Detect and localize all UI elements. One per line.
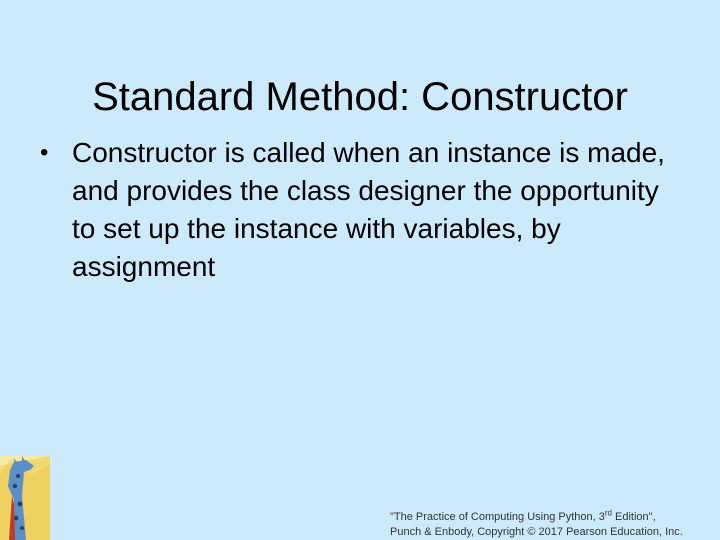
bullet-text: Constructor is called when an instance i…: [72, 137, 665, 282]
footer-line-2: Punch & Enbody, Copyright © 2017 Pearson…: [390, 526, 683, 538]
giraffe-logo-icon: [0, 456, 50, 540]
bullet-marker: •: [40, 139, 49, 166]
footer-copyright: "The Practice of Computing Using Python,…: [390, 508, 715, 540]
footer-line-1: "The Practice of Computing Using Python,…: [390, 508, 715, 525]
footer-line-1-suffix: Edition",: [611, 511, 656, 523]
footer-line-1-prefix: "The Practice of Computing Using Python,…: [390, 511, 605, 523]
bullet-list: • Constructor is called when an instance…: [40, 134, 680, 286]
bullet-item: • Constructor is called when an instance…: [40, 134, 680, 286]
footer-line-1-sup: rd: [604, 508, 612, 518]
slide-title: Standard Method: Constructor: [92, 74, 628, 119]
